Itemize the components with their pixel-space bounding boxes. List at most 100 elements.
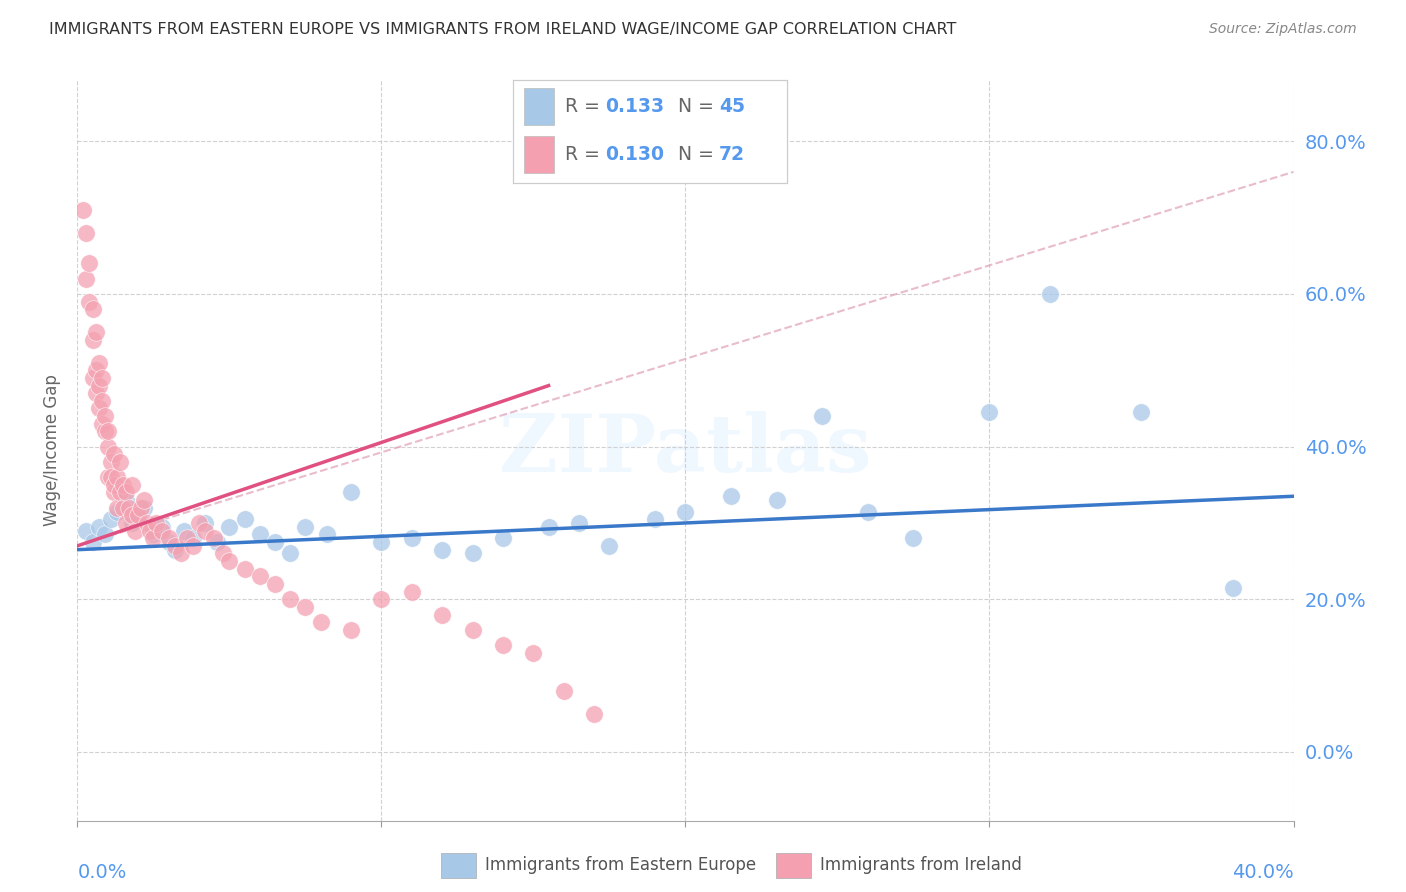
Point [315,527,337,541]
Point [93,425,115,439]
Point [173,524,195,538]
Point [249,527,271,541]
Point [278,547,301,561]
Text: 0.0%: 0.0% [77,863,127,881]
Point [294,599,316,614]
Text: ZIPatlas: ZIPatlas [499,411,872,490]
Point [145,516,167,530]
Point [118,500,141,515]
Point [194,516,217,530]
Point [142,527,165,541]
Point [111,478,134,492]
Point [124,524,146,538]
Point [90,393,112,408]
Point [115,516,138,530]
Point [979,405,1001,419]
Text: Immigrants from Ireland: Immigrants from Ireland [821,856,1022,874]
Point [294,520,316,534]
Point [75,271,97,285]
Text: 72: 72 [718,145,745,163]
Point [492,638,515,652]
Point [212,547,235,561]
Point [103,485,125,500]
Point [121,508,143,523]
Point [84,325,107,339]
Point [856,504,879,518]
Point [103,447,125,461]
Point [157,531,180,545]
Point [105,470,128,484]
Point [264,535,287,549]
FancyBboxPatch shape [524,88,554,126]
Point [430,542,453,557]
Point [75,524,97,538]
Text: 40.0%: 40.0% [1232,863,1294,881]
Point [84,386,107,401]
Point [163,539,186,553]
Point [84,363,107,377]
Text: R =: R = [565,145,606,163]
Point [87,401,110,416]
Point [152,520,174,534]
Point [87,378,110,392]
Point [218,520,240,534]
Point [87,356,110,370]
Point [340,485,363,500]
Point [97,470,120,484]
Point [121,478,143,492]
Point [264,577,287,591]
Point [97,440,120,454]
Point [75,226,97,240]
Point [134,493,156,508]
Point [152,524,174,538]
Point [522,646,544,660]
Point [370,535,392,549]
Point [134,500,156,515]
Point [129,500,152,515]
Text: N =: N = [678,145,720,163]
Point [181,531,204,545]
Point [90,417,112,431]
Point [568,516,591,530]
Point [176,531,198,545]
Point [194,524,217,538]
Point [401,531,423,545]
Point [903,531,925,545]
Point [720,489,742,503]
Point [340,623,363,637]
Point [93,527,115,541]
Text: Source: ZipAtlas.com: Source: ZipAtlas.com [1209,22,1357,37]
Point [72,202,94,217]
Point [249,569,271,583]
Point [461,623,484,637]
Point [205,535,228,549]
Point [100,455,122,469]
Point [127,508,149,523]
FancyBboxPatch shape [441,853,475,878]
Text: 0.130: 0.130 [605,145,664,163]
Point [765,493,787,508]
FancyBboxPatch shape [776,853,811,878]
Point [115,493,138,508]
Point [127,508,149,523]
Point [108,455,131,469]
Point [157,535,180,549]
Point [121,516,143,530]
Point [370,592,392,607]
Text: N =: N = [678,97,720,117]
Point [170,547,193,561]
Point [93,409,115,423]
Point [82,535,104,549]
Point [111,500,134,515]
Text: 0.133: 0.133 [605,97,664,117]
Point [553,684,575,698]
Point [142,531,165,545]
Point [430,607,453,622]
Text: Immigrants from Eastern Europe: Immigrants from Eastern Europe [485,856,756,874]
Point [90,371,112,385]
Point [115,485,138,500]
Point [401,584,423,599]
Point [644,512,666,526]
Point [82,333,104,347]
Point [492,531,515,545]
